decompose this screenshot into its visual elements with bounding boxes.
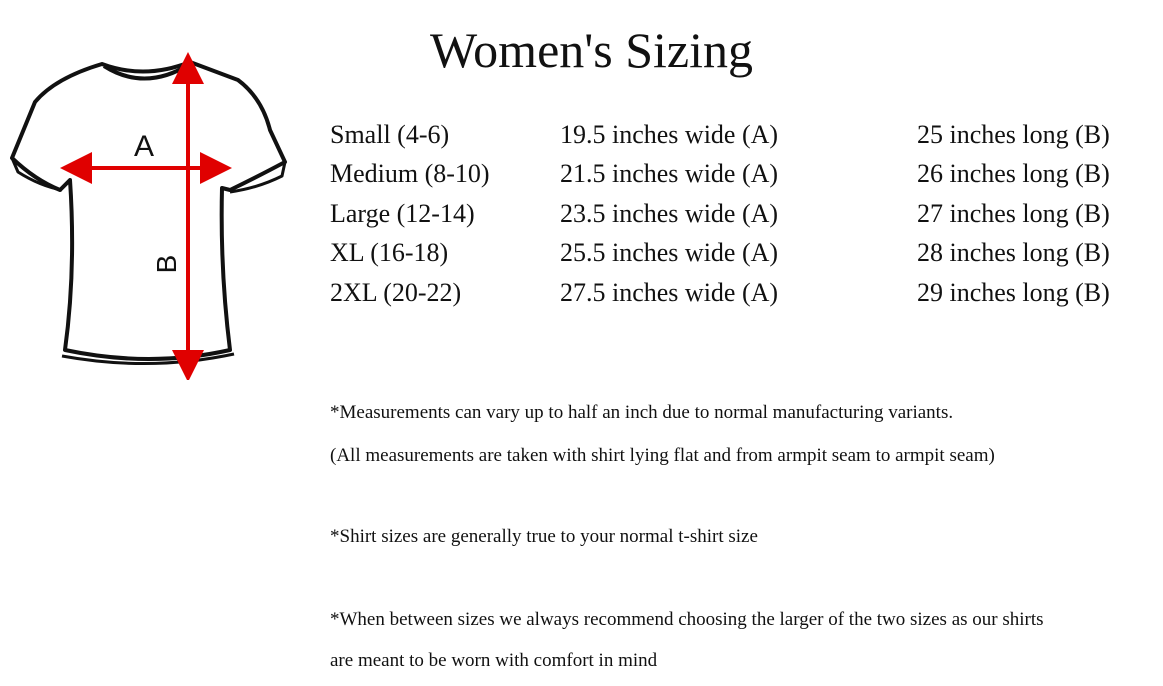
length: 29 inches long (B) — [917, 278, 1110, 307]
note: (All measurements are taken with shirt l… — [330, 445, 995, 466]
label-a: A — [134, 130, 154, 163]
label-b: B — [151, 255, 182, 274]
length: 26 inches long (B) — [917, 159, 1110, 188]
note: *Measurements can vary up to half an inc… — [330, 402, 954, 423]
width: 27.5 inches wide (A) — [560, 278, 779, 307]
length: 27 inches long (B) — [917, 199, 1110, 228]
note: *Shirt sizes are generally true to your … — [330, 526, 758, 547]
width: 23.5 inches wide (A) — [560, 199, 779, 228]
size-name: Medium (8-10) — [330, 159, 490, 188]
length: 25 inches long (B) — [917, 120, 1110, 149]
size-name: Large (12-14) — [330, 199, 475, 228]
width: 25.5 inches wide (A) — [560, 238, 779, 267]
note: *When between sizes we always recommend … — [330, 609, 1044, 630]
size-name: Small (4-6) — [330, 120, 450, 149]
shirt-diagram: A B — [10, 52, 287, 380]
page-title: Women's Sizing — [429, 22, 754, 78]
length: 28 inches long (B) — [917, 238, 1110, 267]
width: 19.5 inches wide (A) — [560, 120, 779, 149]
width: 21.5 inches wide (A) — [560, 159, 779, 188]
size-name: XL (16-18) — [330, 238, 449, 267]
note: are meant to be worn with comfort in min… — [330, 650, 658, 671]
size-name: 2XL (20-22) — [330, 278, 462, 307]
